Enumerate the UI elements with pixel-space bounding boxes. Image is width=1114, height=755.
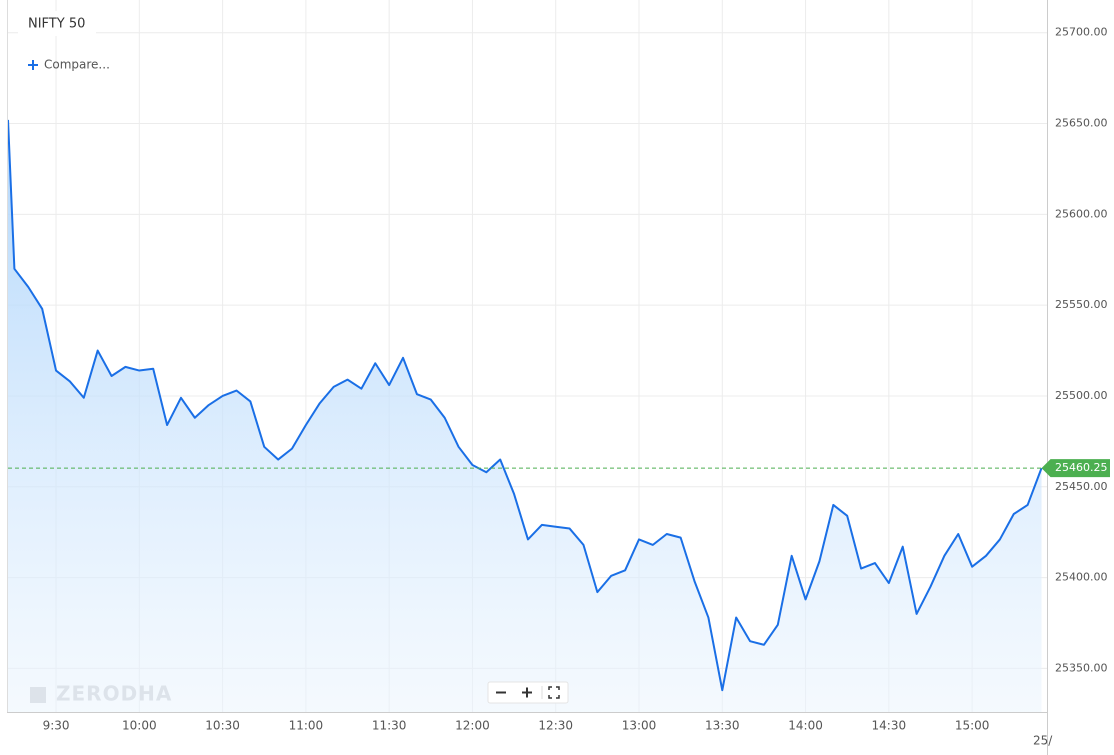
x-tick-label: 12:00 xyxy=(455,719,490,733)
y-tick-label: 25350.00 xyxy=(1055,661,1108,674)
y-tick-label: 25400.00 xyxy=(1055,571,1108,584)
y-tick-label: 25450.00 xyxy=(1055,480,1108,493)
x-tick-label: 15:00 xyxy=(955,719,990,733)
y-tick-label: 25700.00 xyxy=(1055,26,1108,39)
x-end-label: 25/ xyxy=(1033,734,1053,748)
x-tick-label: 14:00 xyxy=(788,719,823,733)
y-tick-label: 25550.00 xyxy=(1055,298,1108,311)
watermark-logo xyxy=(30,687,46,703)
last-price-label: 25460.25 xyxy=(1055,461,1108,474)
title-box xyxy=(18,11,96,36)
x-tick-label: 12:30 xyxy=(538,719,573,733)
plot xyxy=(8,119,1047,712)
x-tick-label: 14:30 xyxy=(872,719,907,733)
last-price-tag xyxy=(1041,459,1110,478)
area xyxy=(8,119,1042,712)
x-tick-label: 13:30 xyxy=(705,719,740,733)
x-tick-label: 11:00 xyxy=(289,719,324,733)
y-tick-label: 25650.00 xyxy=(1055,117,1108,130)
watermark: ZERODHA xyxy=(56,682,172,706)
zoom-controls xyxy=(487,681,569,704)
price-line xyxy=(8,119,1043,692)
y-tick-label: 25600.00 xyxy=(1055,207,1108,220)
x-tick-label: 10:00 xyxy=(122,719,157,733)
axes: 25350.00 25400.00 25450.00 25500.00 25550.00… xyxy=(43,26,1110,748)
x-tick-label: 10:30 xyxy=(205,719,240,733)
y-tick-label: 25500.00 xyxy=(1055,389,1108,402)
compare-label[interactable]: Compare... xyxy=(44,58,110,72)
reset-zoom-button[interactable] xyxy=(548,686,560,699)
x-tick-label: 13:00 xyxy=(622,719,657,733)
x-tick-label: 9:30 xyxy=(43,719,70,733)
x-tick-label: 11:30 xyxy=(372,719,407,733)
compare-button[interactable]: Compare... xyxy=(28,58,110,72)
chart-title: NIFTY 50 xyxy=(28,17,85,32)
